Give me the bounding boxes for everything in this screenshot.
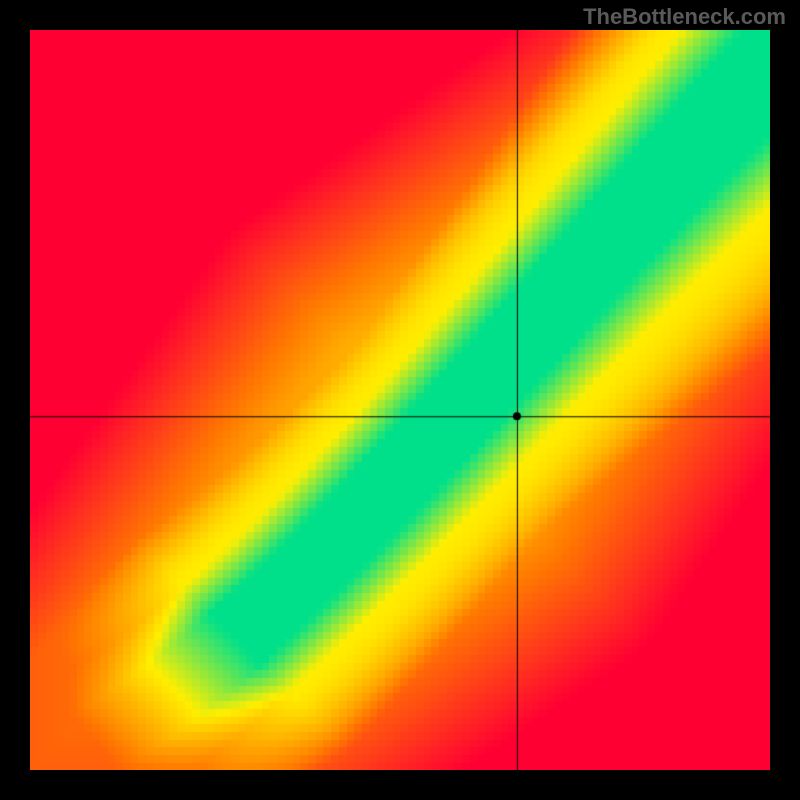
bottleneck-heatmap — [30, 30, 770, 770]
watermark-text: TheBottleneck.com — [583, 4, 786, 30]
